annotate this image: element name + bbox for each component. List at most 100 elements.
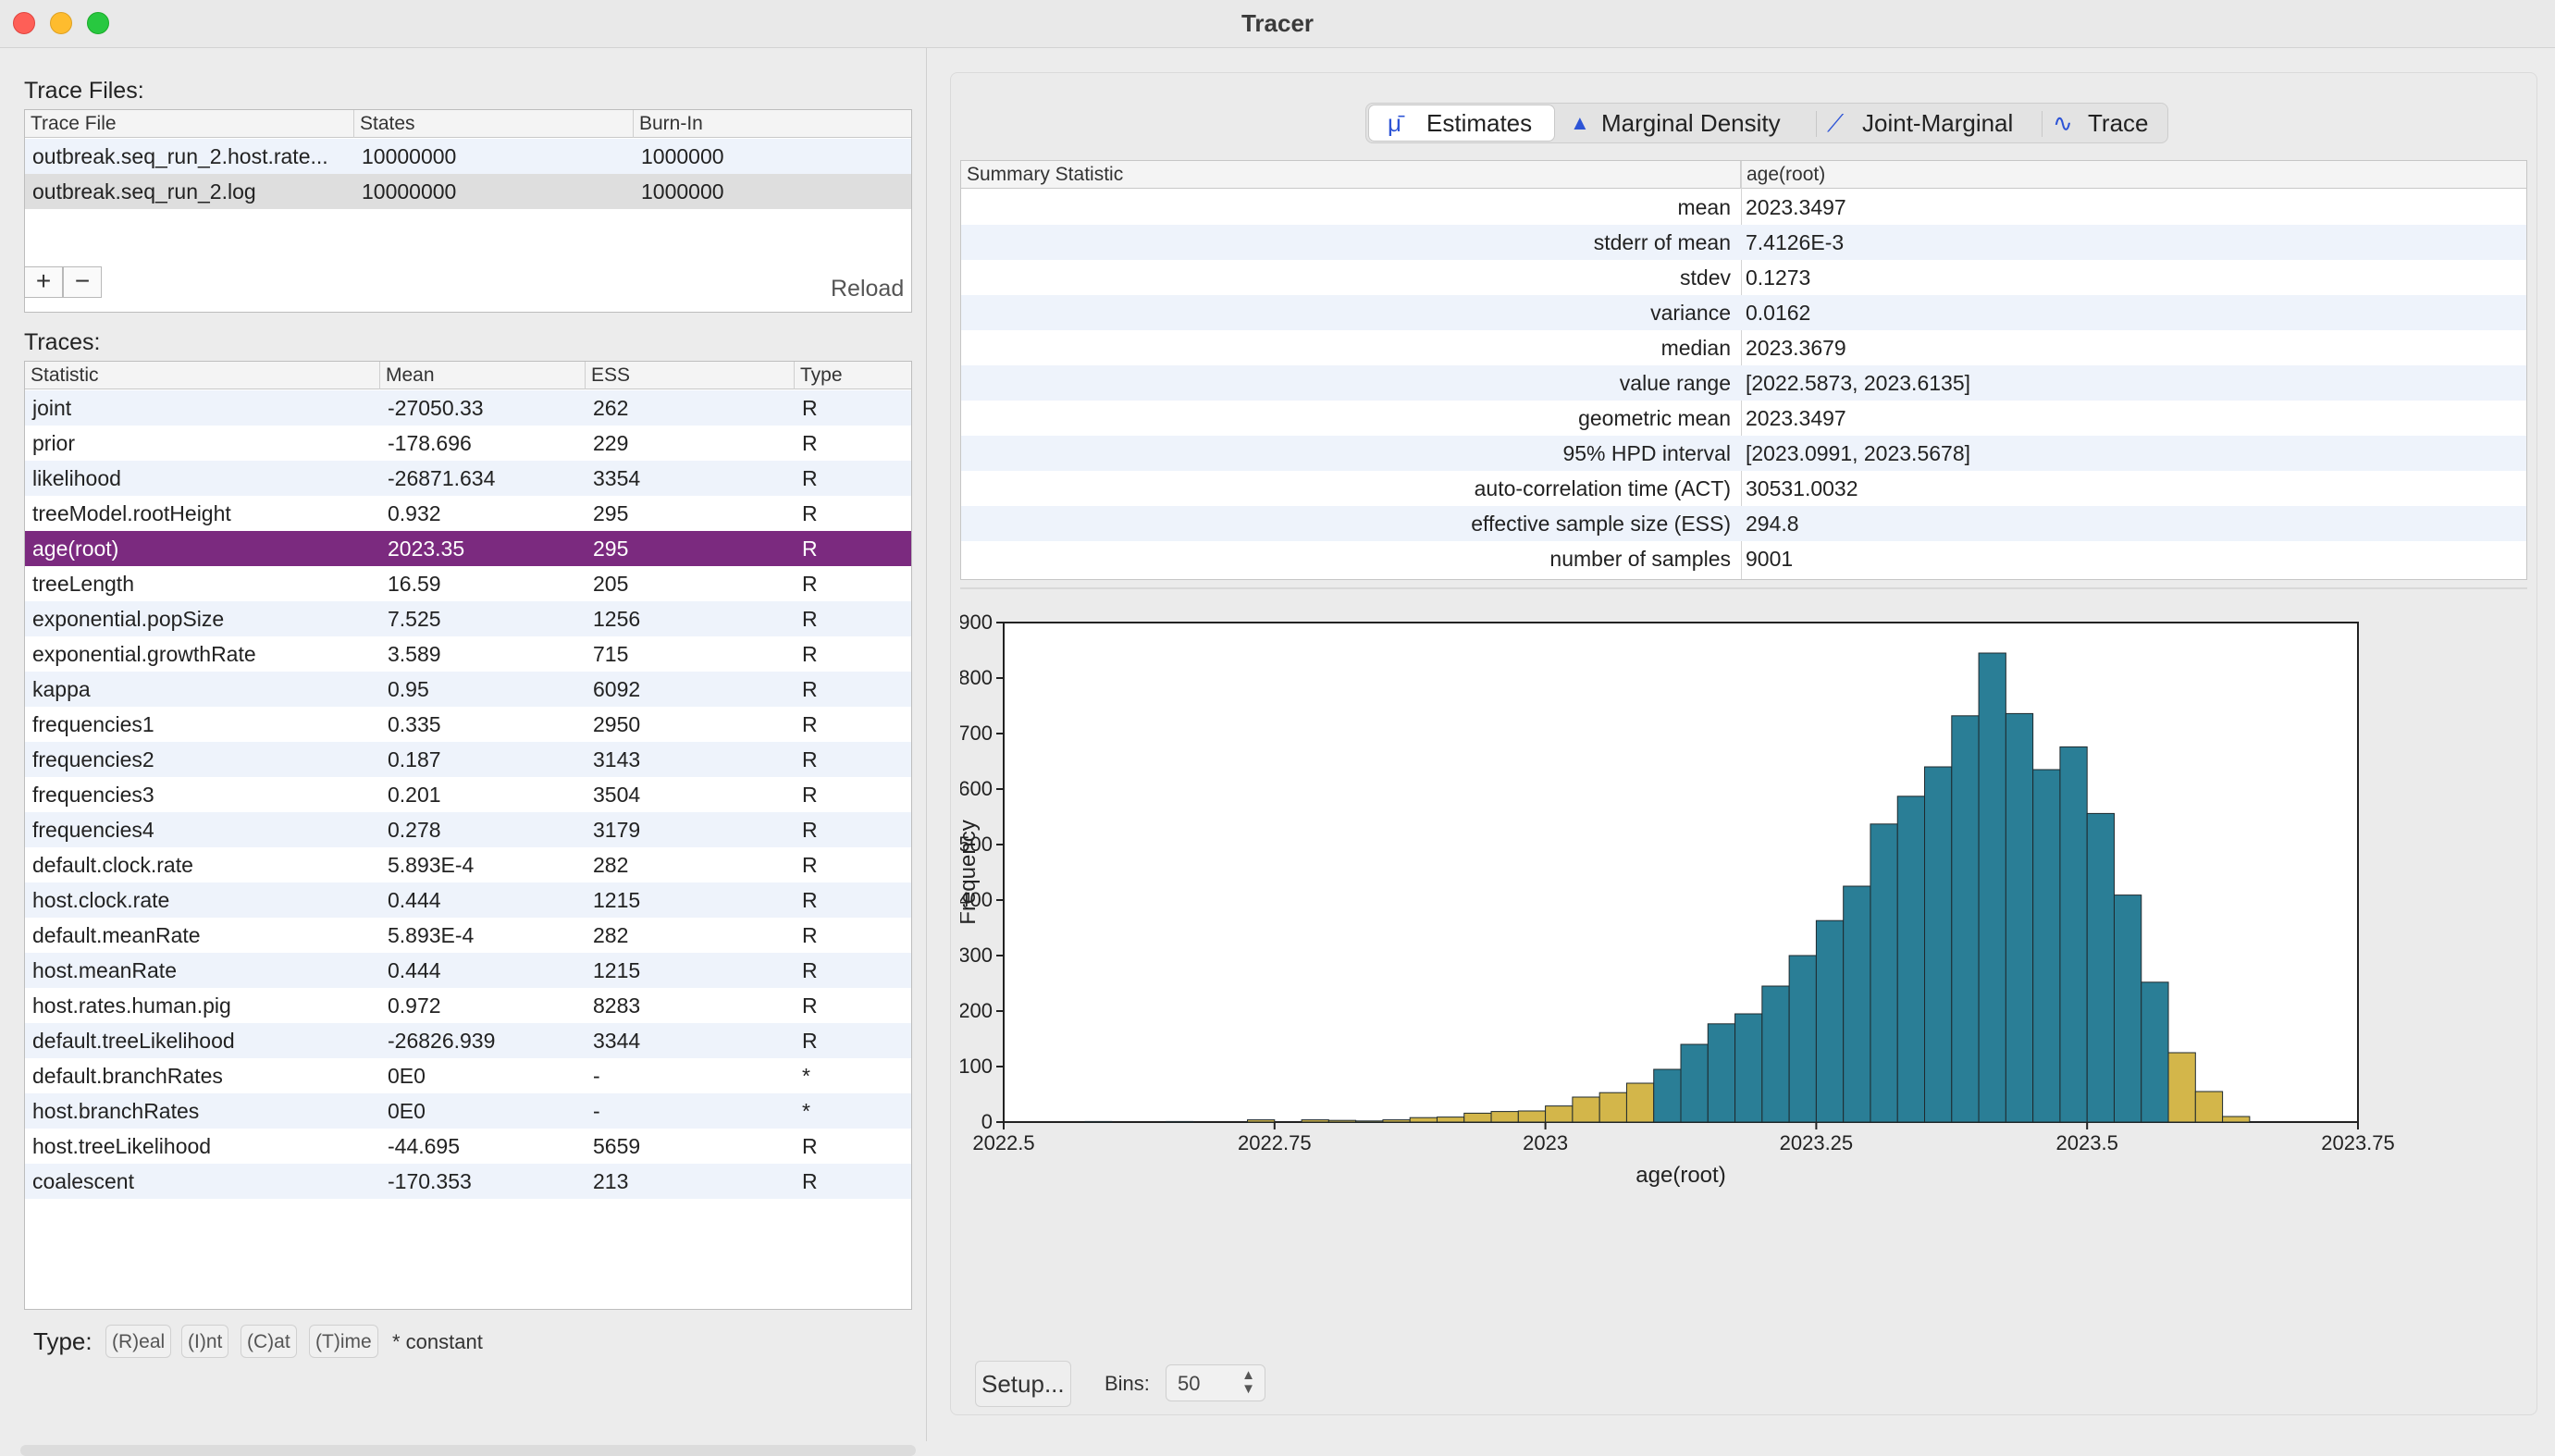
trace-row[interactable]: frequencies2 0.187 3143 R: [25, 742, 911, 777]
trace-row[interactable]: host.clock.rate 0.444 1215 R: [25, 882, 911, 918]
column-header-trace-file[interactable]: Trace File: [25, 110, 354, 138]
trace-mean: 7.525: [388, 607, 441, 631]
trace-mean: 0.187: [388, 747, 441, 771]
histogram-bar: [2005, 712, 2034, 1123]
trace-mean: 0.444: [388, 958, 441, 982]
trace-ess: 213: [593, 1169, 629, 1193]
trace-row[interactable]: host.branchRates 0E0 - *: [25, 1093, 911, 1129]
trace-statistic: host.treeLikelihood: [32, 1134, 212, 1158]
trace-row[interactable]: default.clock.rate 5.893E-4 282 R: [25, 847, 911, 882]
trace-row[interactable]: kappa 0.95 6092 R: [25, 672, 911, 707]
reload-button[interactable]: Reload: [831, 276, 905, 302]
trace-mean: -178.696: [388, 431, 472, 455]
tab-separator: [1816, 111, 1817, 137]
trace-row[interactable]: coalescent -170.353 213 R: [25, 1164, 911, 1199]
horizontal-scrollbar[interactable]: [20, 1445, 916, 1456]
x-axis-label: age(root): [1635, 1163, 1725, 1188]
trace-type: R: [802, 431, 818, 455]
summary-row[interactable]: 95% HPD interval [2023.0991, 2023.5678]: [961, 436, 2526, 471]
column-header-age-root[interactable]: age(root): [1747, 164, 1826, 185]
summary-row[interactable]: value range [2022.5873, 2023.6135]: [961, 365, 2526, 401]
histogram-bar: [1761, 985, 1790, 1123]
summary-row[interactable]: geometric mean 2023.3497: [961, 401, 2526, 436]
trace-row[interactable]: treeModel.rootHeight 0.932 295 R: [25, 496, 911, 531]
trace-row[interactable]: default.meanRate 5.893E-4 282 R: [25, 918, 911, 953]
trace-file-row[interactable]: outbreak.seq_run_2.host.rate... 10000000 1…: [25, 139, 911, 174]
histogram-bar: [1382, 1119, 1411, 1123]
column-header-summary-statistic[interactable]: Summary Statistic: [961, 161, 1741, 189]
column-header-ess[interactable]: ESS: [586, 362, 795, 389]
trace-mean: 0.335: [388, 712, 441, 736]
add-file-button[interactable]: +: [24, 266, 63, 298]
remove-file-button[interactable]: −: [63, 266, 102, 298]
trace-type: R: [802, 888, 818, 912]
tab-marginal-density[interactable]: ▲ Marginal Density: [1564, 104, 1810, 142]
trace-type: R: [802, 396, 818, 420]
trace-row[interactable]: frequencies3 0.201 3504 R: [25, 777, 911, 812]
trace-row[interactable]: prior -178.696 229 R: [25, 426, 911, 461]
trace-mean: 5.893E-4: [388, 853, 475, 877]
summary-header: Summary Statistic age(root): [961, 161, 2526, 189]
summary-row[interactable]: stdev 0.1273: [961, 260, 2526, 295]
trace-row[interactable]: exponential.growthRate 3.589 715 R: [25, 636, 911, 672]
summary-stat-value: [2022.5873, 2023.6135]: [1746, 371, 1971, 395]
trace-statistic: frequencies1: [32, 712, 154, 736]
bins-value: 50: [1178, 1372, 1201, 1395]
trace-statistic: frequencies2: [32, 747, 154, 771]
trace-row[interactable]: default.branchRates 0E0 - *: [25, 1058, 911, 1093]
setup-button[interactable]: Setup...: [975, 1361, 1071, 1407]
tab-trace[interactable]: ∿ Trace: [2049, 104, 2166, 142]
y-axis-label: Frequency: [960, 820, 981, 924]
summary-row[interactable]: effective sample size (ESS) 294.8: [961, 506, 2526, 541]
trace-row[interactable]: joint -27050.33 262 R: [25, 390, 911, 426]
trace-ess: -: [593, 1064, 600, 1088]
y-tick-label: 600: [960, 777, 993, 800]
histogram-bar: [1084, 1120, 1113, 1123]
tab-estimates[interactable]: μ̄ Estimates: [1368, 105, 1555, 142]
stepper-arrows-icon[interactable]: ▲ ▼: [1241, 1367, 1255, 1397]
histogram-bar: [1924, 766, 1953, 1123]
trace-row[interactable]: age(root) 2023.35 295 R: [25, 531, 911, 566]
summary-row[interactable]: stderr of mean 7.4126E-3: [961, 225, 2526, 260]
traces-table[interactable]: Statistic Mean ESS Type joint -27050.33 26…: [24, 361, 912, 1310]
zoom-window-button[interactable]: [87, 12, 109, 34]
summary-row[interactable]: number of samples 9001: [961, 541, 2526, 576]
x-tick-label: 2023.25: [1780, 1131, 1854, 1154]
bins-stepper[interactable]: 50 ▲ ▼: [1166, 1364, 1265, 1401]
trace-file-row[interactable]: outbreak.seq_run_2.log 10000000 1000000: [25, 174, 911, 209]
trace-row[interactable]: host.rates.human.pig 0.972 8283 R: [25, 988, 911, 1023]
trace-row[interactable]: default.treeLikelihood -26826.939 3344 R: [25, 1023, 911, 1058]
trace-row[interactable]: host.treeLikelihood -44.695 5659 R: [25, 1129, 911, 1164]
pane-divider[interactable]: [960, 587, 2527, 589]
column-header-type[interactable]: Type: [795, 362, 911, 389]
column-header-statistic[interactable]: Statistic: [25, 362, 380, 389]
tab-joint-marginal[interactable]: ⟋ Joint-Marginal: [1823, 104, 2036, 142]
summary-row[interactable]: variance 0.0162: [961, 295, 2526, 330]
trace-type: *: [802, 1064, 810, 1088]
trace-row[interactable]: exponential.popSize 7.525 1256 R: [25, 601, 911, 636]
trace-row[interactable]: frequencies4 0.278 3179 R: [25, 812, 911, 847]
column-header-mean[interactable]: Mean: [380, 362, 586, 389]
summary-row[interactable]: mean 2023.3497: [961, 190, 2526, 225]
summary-row[interactable]: median 2023.3679: [961, 330, 2526, 365]
type-chip-time: (T)ime: [309, 1325, 378, 1358]
trace-file-burnin: 1000000: [641, 144, 724, 168]
trace-row[interactable]: likelihood -26871.634 3354 R: [25, 461, 911, 496]
column-header-burn-in[interactable]: Burn-In: [634, 110, 911, 138]
histogram-bar: [1327, 1119, 1357, 1123]
trace-row[interactable]: frequencies1 0.335 2950 R: [25, 707, 911, 742]
trace-statistic: coalescent: [32, 1169, 134, 1193]
trace-row[interactable]: treeLength 16.59 205 R: [25, 566, 911, 601]
summary-statistics-table[interactable]: Summary Statistic age(root) mean 2023.349…: [960, 160, 2527, 580]
trace-mean: 0.444: [388, 888, 441, 912]
minimize-window-button[interactable]: [50, 12, 72, 34]
trace-row[interactable]: host.meanRate 0.444 1215 R: [25, 953, 911, 988]
trace-files-table[interactable]: Trace File States Burn-In outbreak.seq_r…: [24, 109, 912, 313]
close-window-button[interactable]: [13, 12, 35, 34]
y-tick-label: 700: [960, 722, 993, 745]
column-header-states[interactable]: States: [354, 110, 634, 138]
summary-row[interactable]: auto-correlation time (ACT) 30531.0032: [961, 471, 2526, 506]
type-chip-real: (R)eal: [105, 1325, 172, 1358]
trace-ess: 8283: [593, 993, 641, 1018]
x-tick-label: 2023: [1523, 1131, 1568, 1154]
